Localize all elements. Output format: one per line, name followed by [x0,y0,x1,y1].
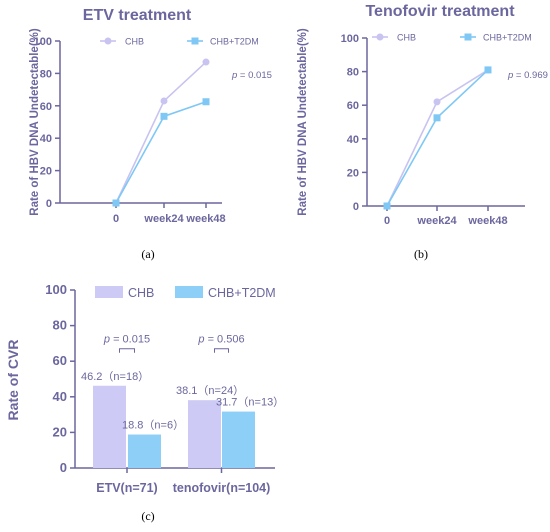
x-tick-label: week48 [467,215,507,227]
y-tick-label: 100 [45,282,67,297]
p-value-annotation: p = 0.969 [507,70,548,81]
significance-bracket [119,348,135,353]
y-tick-label: 60 [347,100,359,112]
data-point-chb [433,98,441,106]
y-tick-label: 100 [34,36,52,48]
p-value-annotation: p = 0.015 [231,70,272,81]
legend-marker [191,37,199,45]
y-tick-label: 80 [347,67,359,79]
legend-label: CHB+T2DM [210,37,259,47]
y-tick-label: 80 [53,318,67,333]
data-point-chb [160,97,168,105]
chart-title: ETV treatment [83,7,192,24]
bar-chb-t2dm [222,411,255,468]
y-axis-label: Rate of CVR [5,340,21,421]
significance-bracket [214,348,229,353]
data-point-chb-t2dm [383,202,391,210]
legend-label: CHB [128,286,154,300]
legend-swatch [95,286,123,298]
bar-chb [93,385,126,468]
panel-label: (c) [141,509,154,523]
bar-data-label: 18.8（n=6） [122,419,184,432]
x-tick-label: 0 [384,215,390,227]
series-line-chb-t2dm [386,69,489,207]
x-tick-label: ETV(n=71) [96,481,157,495]
x-tick-label: week48 [185,213,225,225]
bar-data-label: 38.1（n=24） [176,384,244,397]
legend-marker [104,37,112,45]
p-value-annotation: p = 0.015 [103,334,150,346]
y-tick-label: 0 [353,201,359,213]
panel-label: (b) [414,247,428,261]
legend-marker [376,33,384,41]
y-tick-label: 40 [347,134,359,146]
bar-chb [188,400,221,468]
legend-marker [464,33,472,41]
legend-label: CHB [125,37,144,47]
series-line-chb [386,69,489,207]
y-tick-label: 0 [60,460,67,475]
y-tick-label: 60 [53,353,67,368]
legend-swatch [175,286,203,298]
y-tick-label: 80 [40,68,52,80]
p-value-annotation: p = 0.506 [197,334,244,346]
legend-label: CHB [397,33,416,43]
y-tick-label: 20 [53,424,67,439]
panel-label: (a) [141,247,154,261]
data-point-chb [202,58,210,66]
bar-data-label: 31.7（n=13） [216,396,284,409]
y-tick-label: 100 [341,33,359,45]
x-tick-label: 0 [113,213,119,225]
y-tick-label: 20 [347,167,359,179]
x-tick-label: week24 [143,213,184,225]
legend-label: CHB+T2DM [483,33,532,43]
x-tick-label: week24 [416,215,457,227]
data-point-chb-t2dm [112,199,120,207]
bar-chb-t2dm [128,434,161,468]
legend-label: CHB+T2DM [208,286,276,300]
y-tick-label: 60 [40,101,52,113]
y-tick-label: 20 [40,166,52,178]
series-line-chb [115,61,207,204]
x-tick-label: tenofovir(n=104) [173,481,271,495]
data-point-chb-t2dm [160,112,168,120]
y-tick-label: 0 [46,198,52,210]
y-axis-label: Rate of HBV DNA Undetectable(%) [29,28,41,216]
chart-title: Tenofovir treatment [365,3,515,20]
y-axis-label: Rate of HBV DNA Undetectable(%) [297,28,309,216]
y-tick-label: 40 [53,389,67,404]
bar-data-label: 46.2（n=18） [81,370,149,383]
data-point-chb-t2dm [433,114,441,122]
data-point-chb-t2dm [484,66,492,74]
y-tick-label: 40 [40,133,52,145]
data-point-chb-t2dm [202,98,210,106]
